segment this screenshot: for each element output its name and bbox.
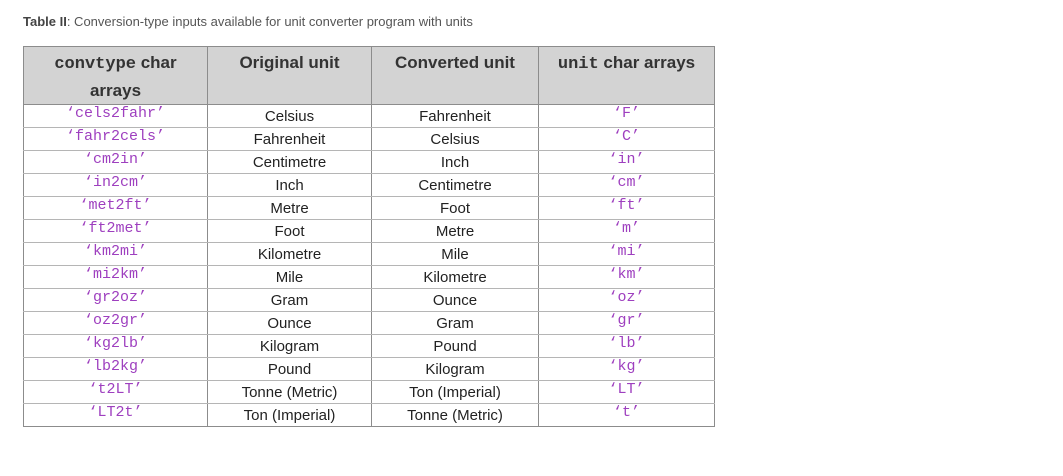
cell-unit-char: ‘F’: [538, 104, 715, 128]
cell-convtype: ‘LT2t’: [23, 403, 208, 427]
cell-convtype: ‘gr2oz’: [23, 288, 208, 312]
table-caption-text: : Conversion-type inputs available for u…: [66, 14, 473, 29]
cell-unit-char: ‘C’: [538, 127, 715, 151]
cell-converted-unit: Pound: [371, 334, 539, 358]
table-row: ‘t2LT’ Tonne (Metric) Ton (Imperial) ‘LT’: [23, 380, 715, 404]
cell-convtype: ‘in2cm’: [23, 173, 208, 197]
cell-convtype: ‘ft2met’: [23, 219, 208, 243]
cell-convtype: ‘kg2lb’: [23, 334, 208, 358]
header-unit-rest: char arrays: [598, 53, 696, 72]
cell-unit-char: ‘km’: [538, 265, 715, 289]
cell-converted-unit: Kilometre: [371, 265, 539, 289]
header-converted-unit-label: Converted unit: [395, 53, 515, 72]
cell-original-unit: Kilometre: [207, 242, 372, 266]
cell-original-unit: Fahrenheit: [207, 127, 372, 151]
conversion-table: convtype char arrays Original unit Conve…: [23, 46, 715, 427]
cell-converted-unit: Centimetre: [371, 173, 539, 197]
cell-converted-unit: Tonne (Metric): [371, 403, 539, 427]
table-row: ‘fahr2cels’ Fahrenheit Celsius ‘C’: [23, 127, 715, 151]
cell-unit-char: ‘m’: [538, 219, 715, 243]
table-row: ‘lb2kg’ Pound Kilogram ‘kg’: [23, 357, 715, 381]
cell-unit-char: ‘LT’: [538, 380, 715, 404]
table-body: ‘cels2fahr’ Celsius Fahrenheit ‘F’ ‘fahr2cel…: [23, 104, 715, 427]
cell-original-unit: Celsius: [207, 104, 372, 128]
cell-original-unit: Mile: [207, 265, 372, 289]
cell-converted-unit: Metre: [371, 219, 539, 243]
table-row: ‘met2ft’ Metre Foot ‘ft’: [23, 196, 715, 220]
table-row: ‘km2mi’ Kilometre Mile ‘mi’: [23, 242, 715, 266]
cell-convtype: ‘met2ft’: [23, 196, 208, 220]
table-row: ‘LT2t’ Ton (Imperial) Tonne (Metric) ‘t’: [23, 403, 715, 427]
cell-converted-unit: Kilogram: [371, 357, 539, 381]
cell-converted-unit: Foot: [371, 196, 539, 220]
header-original-unit-label: Original unit: [239, 53, 340, 72]
table-row: ‘ft2met’ Foot Metre ‘m’: [23, 219, 715, 243]
cell-original-unit: Ton (Imperial): [207, 403, 372, 427]
header-unit-char: unit char arrays: [538, 46, 715, 105]
table-row: ‘gr2oz’ Gram Ounce ‘oz’: [23, 288, 715, 312]
cell-convtype: ‘km2mi’: [23, 242, 208, 266]
header-convtype: convtype char arrays: [23, 46, 208, 105]
cell-converted-unit: Celsius: [371, 127, 539, 151]
cell-unit-char: ‘oz’: [538, 288, 715, 312]
cell-original-unit: Centimetre: [207, 150, 372, 174]
cell-convtype: ‘lb2kg’: [23, 357, 208, 381]
cell-unit-char: ‘in’: [538, 150, 715, 174]
cell-unit-char: ‘cm’: [538, 173, 715, 197]
table-caption-label: Table II: [23, 14, 67, 29]
cell-converted-unit: Inch: [371, 150, 539, 174]
cell-original-unit: Inch: [207, 173, 372, 197]
cell-converted-unit: Ton (Imperial): [371, 380, 539, 404]
cell-convtype: ‘mi2km’: [23, 265, 208, 289]
header-convtype-rest: char arrays: [89, 53, 177, 100]
cell-original-unit: Foot: [207, 219, 372, 243]
cell-converted-unit: Ounce: [371, 288, 539, 312]
cell-unit-char: ‘t’: [538, 403, 715, 427]
table-row: ‘cm2in’ Centimetre Inch ‘in’: [23, 150, 715, 174]
cell-unit-char: ‘ft’: [538, 196, 715, 220]
table-row: ‘oz2gr’ Ounce Gram ‘gr’: [23, 311, 715, 335]
cell-original-unit: Kilogram: [207, 334, 372, 358]
header-unit-code: unit: [557, 55, 599, 74]
header-converted-unit: Converted unit: [371, 46, 539, 105]
header-convtype-code: convtype: [54, 55, 136, 74]
cell-unit-char: ‘gr’: [538, 311, 715, 335]
cell-original-unit: Tonne (Metric): [207, 380, 372, 404]
table-caption: Table II: Conversion-type inputs availab…: [23, 14, 473, 29]
cell-convtype: ‘cm2in’: [23, 150, 208, 174]
cell-unit-char: ‘kg’: [538, 357, 715, 381]
cell-converted-unit: Fahrenheit: [371, 104, 539, 128]
cell-unit-char: ‘mi’: [538, 242, 715, 266]
cell-original-unit: Pound: [207, 357, 372, 381]
cell-convtype: ‘fahr2cels’: [23, 127, 208, 151]
cell-unit-char: ‘lb’: [538, 334, 715, 358]
table-row: ‘in2cm’ Inch Centimetre ‘cm’: [23, 173, 715, 197]
header-original-unit: Original unit: [207, 46, 372, 105]
cell-original-unit: Gram: [207, 288, 372, 312]
table-row: ‘mi2km’ Mile Kilometre ‘km’: [23, 265, 715, 289]
cell-convtype: ‘oz2gr’: [23, 311, 208, 335]
table-row: ‘cels2fahr’ Celsius Fahrenheit ‘F’: [23, 104, 715, 128]
cell-converted-unit: Mile: [371, 242, 539, 266]
table-row: ‘kg2lb’ Kilogram Pound ‘lb’: [23, 334, 715, 358]
cell-convtype: ‘cels2fahr’: [23, 104, 208, 128]
table-header-row: convtype char arrays Original unit Conve…: [23, 46, 715, 105]
cell-original-unit: Ounce: [207, 311, 372, 335]
cell-convtype: ‘t2LT’: [23, 380, 208, 404]
cell-converted-unit: Gram: [371, 311, 539, 335]
cell-original-unit: Metre: [207, 196, 372, 220]
